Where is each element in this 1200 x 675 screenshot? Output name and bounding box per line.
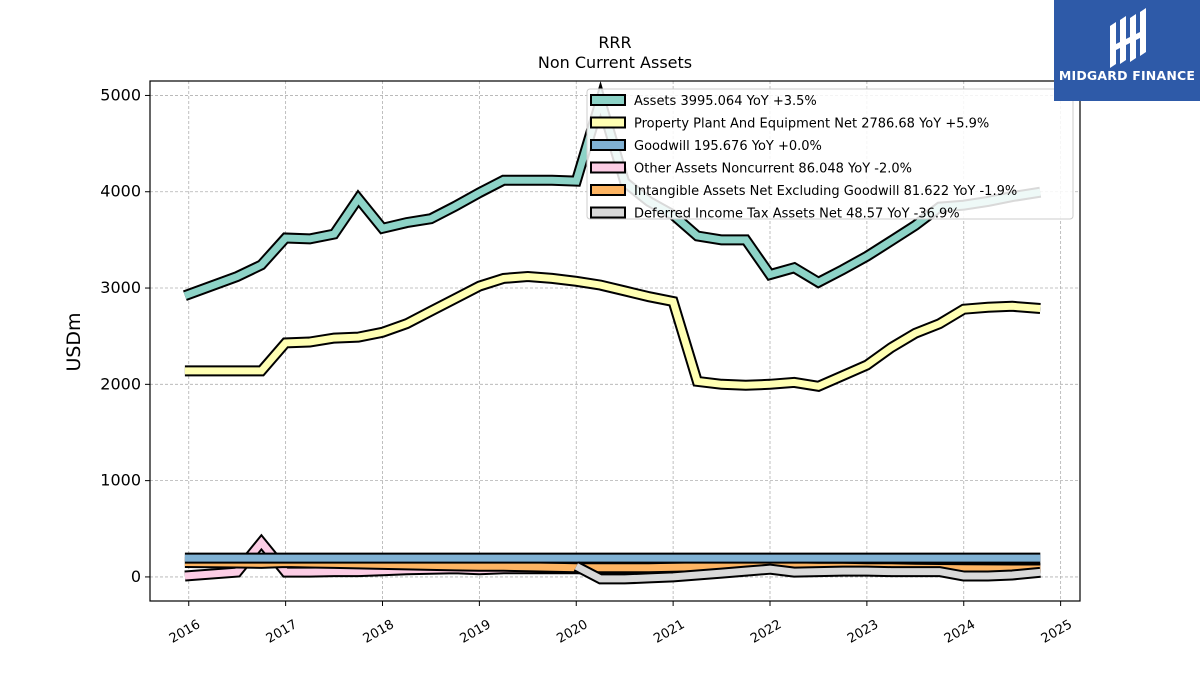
x-tick-label: 2024 xyxy=(942,617,978,647)
legend-label: Deferred Income Tax Assets Net 48.57 YoY… xyxy=(634,207,960,222)
x-tick-label: 2018 xyxy=(361,617,397,647)
x-tick-label: 2016 xyxy=(167,617,203,647)
legend-swatch xyxy=(590,206,626,219)
y-tick-label: 1000 xyxy=(100,471,141,490)
x-tick-label: 2022 xyxy=(748,617,784,647)
legend-label: Goodwill 195.676 YoY +0.0% xyxy=(634,139,822,154)
legend-label: Property Plant And Equipment Net 2786.68… xyxy=(634,117,989,132)
y-tick-label: 0 xyxy=(131,567,141,586)
y-tick-label: 4000 xyxy=(100,182,141,201)
chart-title: RRR xyxy=(598,33,631,52)
legend-swatch xyxy=(590,116,626,129)
plot-frame xyxy=(149,80,1081,602)
y-axis-label: USDm xyxy=(63,312,85,371)
x-tick-label: 2021 xyxy=(651,617,687,647)
legend-swatch xyxy=(590,161,626,174)
y-tick-label: 3000 xyxy=(100,278,141,297)
x-tick-label: 2020 xyxy=(554,617,590,647)
legend-swatch xyxy=(590,139,626,151)
series-line-6 xyxy=(573,561,1041,585)
y-tick-label: 5000 xyxy=(100,85,141,104)
logo-text: MIDGARD FINANCE xyxy=(1058,68,1196,83)
series-stroke xyxy=(184,272,1041,390)
legend-swatch xyxy=(590,184,626,196)
legend-label: Intangible Assets Net Excluding Goodwill… xyxy=(634,184,1017,199)
legend-swatch xyxy=(590,94,626,106)
chart-subtitle: Non Current Assets xyxy=(538,53,692,72)
legend-box xyxy=(586,88,1074,220)
x-tick-label: 2019 xyxy=(458,617,494,647)
y-tick-label: 2000 xyxy=(100,374,141,393)
series-stroke xyxy=(574,563,1041,583)
midgard-finance-logo: MIDGARD FINANCE xyxy=(1054,0,1200,101)
legend-label: Other Assets Noncurrent 86.048 YoY -2.0% xyxy=(634,162,912,177)
x-tick-label: 2023 xyxy=(845,617,881,647)
x-tick-label: 2017 xyxy=(264,617,300,647)
legend: Assets 3995.064 YoY +3.5% Property Plant … xyxy=(586,88,1074,222)
logo-mark-icon xyxy=(1110,8,1146,68)
series-line-2 xyxy=(184,270,1041,392)
legend-label: Assets 3995.064 YoY +3.5% xyxy=(634,94,817,109)
x-tick-label: 2025 xyxy=(1039,617,1075,647)
